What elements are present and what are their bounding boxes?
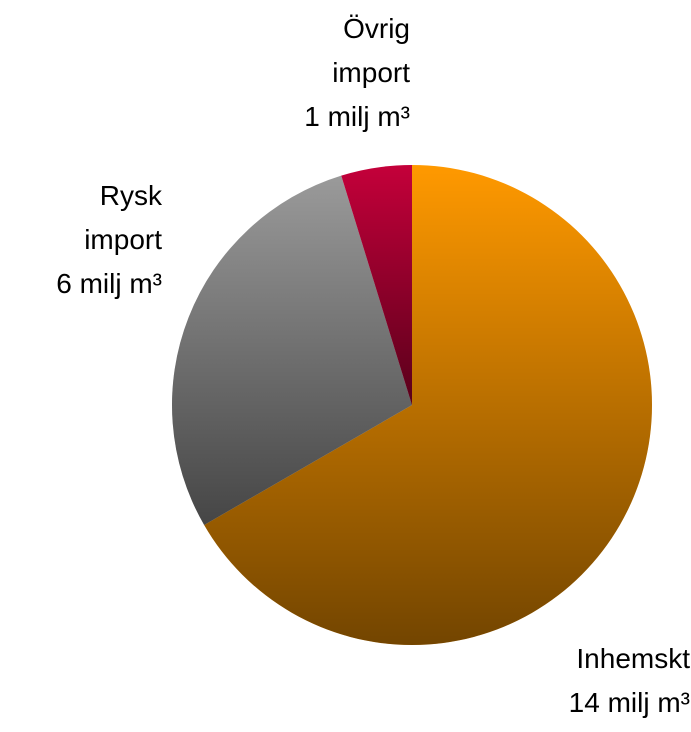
slice (172, 175, 412, 525)
category-label: Övrig import (332, 13, 410, 88)
label-line: Övrig (343, 13, 410, 44)
slice-shade (172, 175, 412, 525)
label-line: import (84, 224, 162, 255)
value-label: 6 milj m³ (56, 268, 162, 299)
slice-shade (204, 165, 653, 645)
slice-shade (341, 165, 412, 405)
slice (204, 165, 653, 645)
category-label: Inhemskt (576, 643, 690, 674)
label-line: Inhemskt (576, 643, 690, 674)
value-label: 1 milj m³ (304, 101, 410, 132)
value-label: 14 milj m³ (569, 687, 690, 718)
category-label: Rysk import (84, 180, 163, 255)
label-line: Rysk (100, 180, 163, 211)
slice (341, 165, 412, 405)
label-line: import (332, 57, 410, 88)
